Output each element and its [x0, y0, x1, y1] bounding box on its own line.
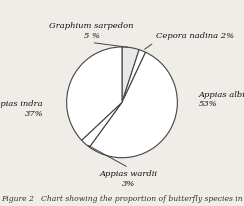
Text: Appias indra
37%: Appias indra 37%	[0, 100, 43, 118]
Wedge shape	[90, 52, 177, 158]
Wedge shape	[122, 47, 139, 102]
Text: Cepora nadina 2%: Cepora nadina 2%	[156, 32, 234, 40]
Wedge shape	[67, 47, 122, 140]
Text: Figure 2   Chart showing the proportion of butterfly species in: Figure 2 Chart showing the proportion of…	[1, 195, 243, 203]
Text: Appias wardii
3%: Appias wardii 3%	[100, 170, 158, 188]
Wedge shape	[122, 50, 146, 102]
Text: Appias albina
53%: Appias albina 53%	[198, 91, 244, 108]
Wedge shape	[82, 102, 122, 147]
Text: Graphium sarpedon
5 %: Graphium sarpedon 5 %	[49, 22, 134, 40]
